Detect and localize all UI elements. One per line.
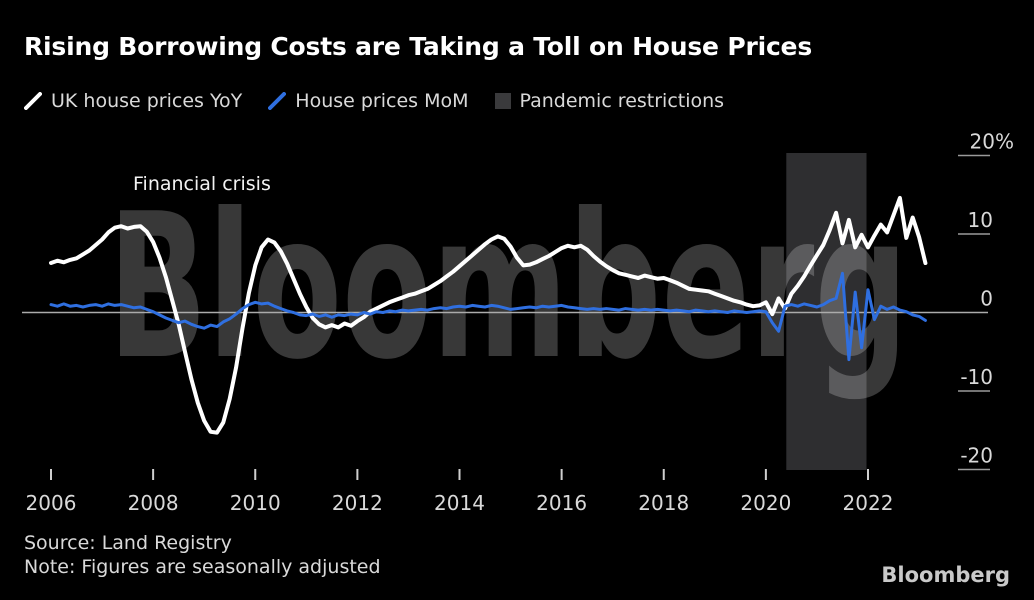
legend-label-mom: House prices MoM <box>295 90 469 112</box>
y-axis-label: 20% <box>970 130 1014 154</box>
gray-box-icon <box>494 93 511 109</box>
y-axis-label: 0 <box>980 287 993 311</box>
chart-legend: UK house prices YoY House prices MoM Pan… <box>24 90 724 112</box>
x-axis-label: 2018 <box>638 491 689 515</box>
bloomberg-logo: Bloomberg <box>881 563 1010 587</box>
financial-crisis-annotation: Financial crisis <box>133 173 271 195</box>
x-axis-label: 2014 <box>434 491 485 515</box>
note-text: Note: Figures are seasonally adjusted <box>24 556 381 578</box>
x-axis-label: 2008 <box>128 491 179 515</box>
x-axis-label: 2020 <box>740 491 791 515</box>
x-axis-label: 2016 <box>536 491 587 515</box>
y-axis-label: 10 <box>968 208 993 232</box>
x-axis-label: 2022 <box>843 491 894 515</box>
mom-line <box>49 271 927 362</box>
x-axis-label: 2010 <box>230 491 281 515</box>
source-text: Source: Land Registry <box>24 532 232 554</box>
legend-item-yoy: UK house prices YoY <box>24 90 242 112</box>
chart-title: Rising Borrowing Costs are Taking a Toll… <box>24 32 812 61</box>
y-axis-label: -20 <box>960 444 993 468</box>
blue-slash-icon <box>268 92 287 110</box>
x-axis-label: 2012 <box>332 491 383 515</box>
y-axis-label: -10 <box>960 365 993 389</box>
legend-item-mom: House prices MoM <box>268 90 469 112</box>
bloomberg-watermark: Bloomberg <box>108 171 908 404</box>
white-slash-icon <box>24 92 42 110</box>
x-axis-label: 2006 <box>26 491 77 515</box>
legend-label-pandemic: Pandemic restrictions <box>519 90 725 112</box>
legend-label-yoy: UK house prices YoY <box>51 90 243 112</box>
yoy-line <box>49 195 928 435</box>
legend-item-pandemic: Pandemic restrictions <box>494 90 725 112</box>
